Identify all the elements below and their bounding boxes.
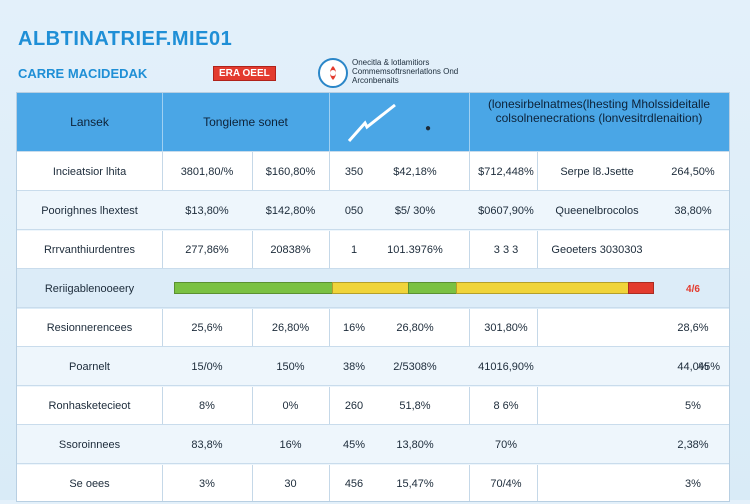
table-cell: $0607,90% [478,205,534,217]
table-cell: 3% [199,478,215,490]
progress-bar-segment [332,282,410,294]
progress-bar-segment [174,282,334,294]
column-divider [329,151,330,501]
table-cell: 70% [494,439,518,451]
table-cell: 38% [342,361,366,373]
table-cell [537,308,657,348]
row-label: Ronhasketecieot [48,400,131,412]
table-cell: 264,50% [671,166,715,178]
table-cell: $712,448% [478,166,534,178]
table-cell: 150% [276,361,305,373]
table-cell [537,347,657,387]
row-label: Incieatsior lhita [52,166,127,178]
table-cell: 26,80% [271,322,310,334]
table-cell: 101.3976% [387,244,443,256]
row-label: Rrrvanthiurdentres [43,244,136,256]
table-cell: $5/ 30% [394,205,436,217]
table-cell: $160,80% [265,166,316,178]
table-cell [537,425,657,465]
chevron-icon: ● [425,123,432,134]
table-cell: $142,80% [265,205,316,217]
table-cell: 16% [279,439,302,451]
table-cell: 30 [284,478,297,490]
row-label: Poarnelt [69,361,110,373]
page-subtitle: CARRE MACIDEDAK [18,66,148,81]
table-cell [657,230,729,270]
column-divider [252,151,253,501]
table-cell: 301,80% [484,322,528,334]
table-row[interactable]: Poorighnes lhextest $13,80% $142,80% 050 $5/… [17,190,729,231]
table-cell: 350 [344,166,364,178]
table-cell [537,386,657,426]
data-table: Lansek Tongieme sonet ● (lonesirbelnatme… [16,92,730,502]
table-cell: 3 3 3 [493,244,519,256]
column-header-right: (lonesirbelnatmes(lhesting Mholssideital… [487,97,711,125]
table-row[interactable]: Poarnelt 15/0% 150% 38% 2/5308% 41016,90% 44,0… [17,346,729,387]
table-row[interactable]: Resionnerencees 25,6% 26,80% 16% 26,80% 301,8… [17,307,729,348]
logo-caption: Onecitla & lotlamitiors Commemsoftrsnerl… [352,58,459,85]
column-header-mid: Tongieme sonet [203,115,288,129]
table-cell: 5% [685,400,701,412]
table-cell: $42,18% [393,166,437,178]
row-label: Se oees [69,478,110,490]
row-label: Reriigablenooeery [44,283,135,295]
table-row[interactable]: Ronhasketecieot 8% 0% 260 51,8% 8 6% 5% [17,385,729,426]
table-cell: Serpe l8.Jsette [560,166,634,178]
row-label: Poorighnes lhextest [41,205,138,217]
table-cell: 260 [344,400,364,412]
page-title: ALBTINATRIEF.MIE01 [18,28,233,50]
table-cell: Queenelbrocolos [555,205,639,217]
table-cell: 44,0% [677,361,709,373]
row-label: Ssoroinnees [58,439,121,451]
column-divider [537,151,538,501]
table-cell: 45% [697,361,721,373]
table-row[interactable]: Ssoroinnees 83,8% 16% 45% 13,80% 70% 2,38% [17,424,729,465]
table-cell: 3801,80/% [180,166,234,178]
progress-bar-segment [408,282,458,294]
table-cell: 28,6% [677,322,709,334]
table-cell: 38,80% [674,205,712,217]
table-cell: 456 [344,478,364,490]
slash-icon [347,103,397,148]
table-cell: 2,38% [677,439,709,451]
table-cell: 3% [685,478,701,490]
table-cell: 13,80% [396,439,434,451]
table-row[interactable]: Incieatsior lhita 3801,80/% $160,80% 350 $42… [17,151,729,192]
table-cell: 8% [199,400,215,412]
table-row[interactable]: Se oees 3% 30 456 15,47% 70/4% 3% [17,463,729,504]
table-cell: 83,8% [191,439,223,451]
table-row[interactable]: Rrrvanthiurdentres 277,86% 20838% 1 101.3976… [17,229,729,270]
table-cell: 1 [350,244,358,256]
column-divider [469,151,470,501]
table-cell: 15/0% [191,361,223,373]
table-cell: 41016,90% [478,361,534,373]
table-cell: 277,86% [185,244,229,256]
column-divider [162,151,163,501]
table-cell: 26,80% [396,322,434,334]
table-cell [537,464,657,504]
table-cell: Geoeters 3030303 [551,244,643,256]
table-cell: 15,47% [396,478,434,490]
table-cell: 25,6% [191,322,223,334]
table-row[interactable]: Reriigablenooeery 4/6 [17,268,729,309]
table-cell: 050 [344,205,364,217]
table-cell: $13,80% [185,205,229,217]
progress-bar-segment [628,282,654,294]
table-cell: 0% [282,400,299,412]
table-cell: 2/5308% [393,361,437,373]
logo-icon [318,58,348,88]
table-cell: 4/6 [686,283,700,295]
status-badge: ERA OEEL [213,66,276,81]
table-cell: 16% [342,322,366,334]
table-cell: 51,8% [399,400,431,412]
column-header-label: Lansek [70,115,109,129]
table-cell: 45% [342,439,366,451]
table-cell: 20838% [270,244,311,256]
row-label: Resionnerencees [46,322,133,334]
table-cell: 8 6% [493,400,519,412]
table-header: Lansek Tongieme sonet ● (lonesirbelnatme… [17,93,729,151]
progress-bar-segment [456,282,630,294]
table-cell: 70/4% [490,478,522,490]
